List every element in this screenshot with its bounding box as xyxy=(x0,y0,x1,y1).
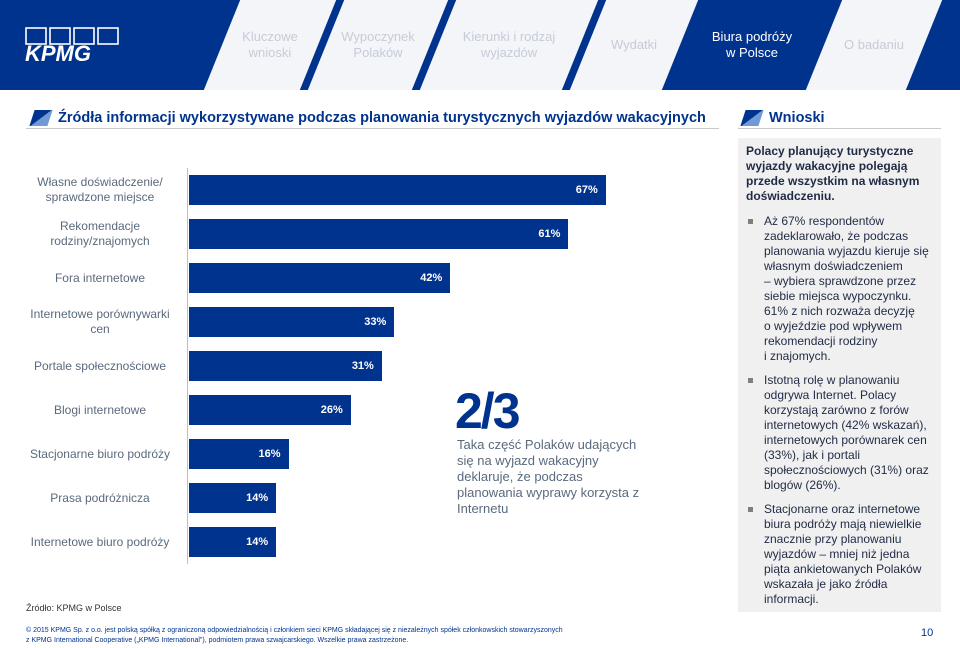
tab-kierunki-i-rodzaj-wyjazdow[interactable]: Kierunki i rodzaj wyjazdów xyxy=(419,0,599,90)
tab-biura-podrozy-w-polsce[interactable]: Biura podróży w Polsce xyxy=(669,0,835,90)
category-label: Rekomendacje rodziny/znajomych xyxy=(50,219,150,248)
category-label: Internetowe porównywarki cen xyxy=(30,307,170,336)
bar-value-label: 67% xyxy=(575,184,598,196)
conclusions-divider xyxy=(738,128,941,129)
bar xyxy=(189,483,277,513)
conclusion-text: Aż 67% respondentów zadeklarowało, że po… xyxy=(764,214,929,363)
tab-wypoczynek-polakow[interactable]: Wypoczynek Polaków xyxy=(307,0,449,90)
page-number: 10 xyxy=(921,627,934,639)
bar xyxy=(189,527,277,557)
source-note: Źródło: KPMG w Polsce xyxy=(26,603,122,613)
conclusion-bullet: Stacjonarne oraz internetowe biura podró… xyxy=(746,502,933,607)
svg-text:KPMG: KPMG xyxy=(25,41,91,64)
bar-value-label: 42% xyxy=(420,272,443,284)
section-marker-icon xyxy=(740,110,764,126)
tab-wydatki[interactable]: Wydatki xyxy=(569,0,699,90)
bar xyxy=(189,307,395,337)
section-title: Źródła informacji wykorzystywane podczas… xyxy=(29,108,706,128)
bar-value-label: 16% xyxy=(258,448,281,460)
bar xyxy=(189,175,606,205)
section-marker-icon xyxy=(29,110,53,126)
bar xyxy=(189,219,569,249)
kpmg-logo[interactable]: KPMG xyxy=(24,26,124,64)
bar xyxy=(189,439,289,469)
bar-value-label: 14% xyxy=(246,492,269,504)
category-label: Własne doświadczenie/ sprawdzone miejsce xyxy=(37,175,163,204)
footer-line: © 2015 KPMG Sp. z o.o. jest polską spółk… xyxy=(26,627,563,634)
bar-value-label: 26% xyxy=(320,404,343,416)
bullet-square-icon xyxy=(748,507,753,512)
category-label: Stacjonarne biuro podróży xyxy=(29,446,171,461)
bar-value-label: 31% xyxy=(351,360,374,372)
footer-legal: © 2015 KPMG Sp. z o.o. jest polską spółk… xyxy=(26,626,563,646)
tab-o-badaniu[interactable]: O badaniu xyxy=(805,0,943,90)
conclusion-bullet: Aż 67% respondentów zadeklarowało, że po… xyxy=(746,214,933,364)
highlight-value: 2/3 xyxy=(455,383,521,439)
bar xyxy=(189,351,382,381)
bar xyxy=(189,395,351,425)
conclusions-heading: Polacy planujący turystyczne wyjazdy wak… xyxy=(746,144,920,203)
bar-value-label: 33% xyxy=(364,316,387,328)
bar-value-label: 14% xyxy=(246,536,269,548)
top-navigation: KPMG Kluczowe wnioski Wypoczynek Polaków… xyxy=(0,0,960,90)
conclusion-bullet: Istotną rolę w planowaniu odgrywa Intern… xyxy=(746,373,933,493)
bullet-square-icon xyxy=(748,378,753,383)
category-label: Fora internetowe xyxy=(54,270,146,285)
category-label: Blogi internetowe xyxy=(53,402,147,417)
bullet-square-icon xyxy=(748,219,753,224)
conclusion-text: Stacjonarne oraz internetowe biura podró… xyxy=(764,502,922,606)
conclusion-text: Istotną rolę w planowaniu odgrywa Intern… xyxy=(764,373,929,492)
category-label: Prasa podróżnicza xyxy=(50,490,150,505)
bar xyxy=(189,263,451,293)
bar-value-label: 61% xyxy=(538,228,561,240)
section-divider xyxy=(26,128,719,129)
conclusions-title: Wnioski xyxy=(740,108,825,128)
conclusions-panel: Polacy planujący turystyczne wyjazdy wak… xyxy=(738,138,941,612)
category-label: Portale społecznościowe xyxy=(33,358,167,373)
highlight-description: Taka część Polaków udających się na wyja… xyxy=(457,437,640,516)
tab-kluczowe-wnioski[interactable]: Kluczowe wnioski xyxy=(203,0,337,90)
category-label: Internetowe biuro podróży xyxy=(30,534,170,549)
chart-axis xyxy=(187,168,188,564)
footer-line: z KPMG International Cooperative („KPMG … xyxy=(26,637,409,644)
